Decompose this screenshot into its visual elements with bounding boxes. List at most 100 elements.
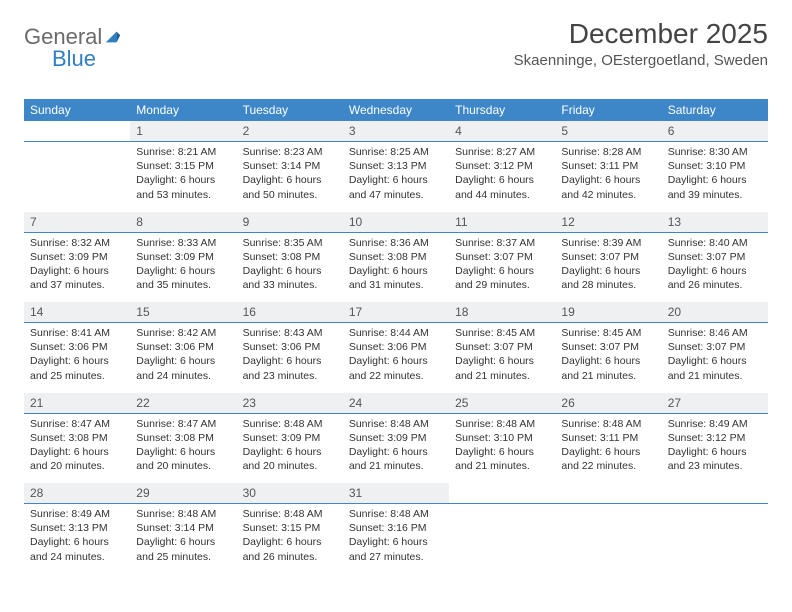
- day-number-cell: 11: [449, 212, 555, 233]
- day-content-cell: [662, 504, 768, 574]
- day-number-cell: 21: [24, 393, 130, 414]
- day-content-row: Sunrise: 8:49 AMSunset: 3:13 PMDaylight:…: [24, 504, 768, 574]
- sunrise-text: Sunrise: 8:36 AM: [349, 236, 443, 250]
- day-number-cell: 17: [343, 302, 449, 323]
- daylight-text: Daylight: 6 hours and 23 minutes.: [243, 354, 337, 382]
- sunset-text: Sunset: 3:12 PM: [455, 159, 549, 173]
- logo-line2: Blue: [24, 46, 96, 72]
- daylight-text: Daylight: 6 hours and 26 minutes.: [668, 264, 762, 292]
- daylight-text: Daylight: 6 hours and 25 minutes.: [136, 535, 230, 563]
- day-number-row: 28293031: [24, 483, 768, 504]
- sunset-text: Sunset: 3:08 PM: [30, 431, 124, 445]
- sunset-text: Sunset: 3:09 PM: [30, 250, 124, 264]
- daylight-text: Daylight: 6 hours and 39 minutes.: [668, 173, 762, 201]
- day-number-row: 21222324252627: [24, 393, 768, 414]
- day-number-row: 123456: [24, 121, 768, 142]
- daylight-text: Daylight: 6 hours and 22 minutes.: [349, 354, 443, 382]
- day-number-cell: 3: [343, 121, 449, 142]
- sunset-text: Sunset: 3:07 PM: [668, 250, 762, 264]
- sunrise-text: Sunrise: 8:46 AM: [668, 326, 762, 340]
- sunrise-text: Sunrise: 8:45 AM: [455, 326, 549, 340]
- day-number-cell: [555, 483, 661, 504]
- sunset-text: Sunset: 3:15 PM: [136, 159, 230, 173]
- day-content-cell: Sunrise: 8:42 AMSunset: 3:06 PMDaylight:…: [130, 323, 236, 393]
- day-content-row: Sunrise: 8:21 AMSunset: 3:15 PMDaylight:…: [24, 142, 768, 212]
- day-content-cell: Sunrise: 8:48 AMSunset: 3:14 PMDaylight:…: [130, 504, 236, 574]
- daylight-text: Daylight: 6 hours and 20 minutes.: [243, 445, 337, 473]
- sunset-text: Sunset: 3:06 PM: [243, 340, 337, 354]
- day-number-cell: 31: [343, 483, 449, 504]
- day-content-cell: Sunrise: 8:33 AMSunset: 3:09 PMDaylight:…: [130, 232, 236, 302]
- day-content-row: Sunrise: 8:47 AMSunset: 3:08 PMDaylight:…: [24, 413, 768, 483]
- day-number-cell: 7: [24, 212, 130, 233]
- day-content-cell: Sunrise: 8:45 AMSunset: 3:07 PMDaylight:…: [555, 323, 661, 393]
- day-content-cell: Sunrise: 8:28 AMSunset: 3:11 PMDaylight:…: [555, 142, 661, 212]
- day-content-cell: [24, 142, 130, 212]
- day-number-cell: [24, 121, 130, 142]
- day-content-cell: Sunrise: 8:45 AMSunset: 3:07 PMDaylight:…: [449, 323, 555, 393]
- day-content-cell: Sunrise: 8:30 AMSunset: 3:10 PMDaylight:…: [662, 142, 768, 212]
- weekday-header: Thursday: [449, 99, 555, 121]
- day-number-cell: 24: [343, 393, 449, 414]
- sunset-text: Sunset: 3:09 PM: [136, 250, 230, 264]
- daylight-text: Daylight: 6 hours and 25 minutes.: [30, 354, 124, 382]
- day-content-cell: Sunrise: 8:49 AMSunset: 3:12 PMDaylight:…: [662, 413, 768, 483]
- day-number-row: 14151617181920: [24, 302, 768, 323]
- day-content-cell: Sunrise: 8:49 AMSunset: 3:13 PMDaylight:…: [24, 504, 130, 574]
- sunrise-text: Sunrise: 8:48 AM: [243, 417, 337, 431]
- day-content-cell: Sunrise: 8:48 AMSunset: 3:16 PMDaylight:…: [343, 504, 449, 574]
- day-number-cell: 20: [662, 302, 768, 323]
- location: Skaenninge, OEstergoetland, Sweden: [514, 52, 768, 69]
- sunset-text: Sunset: 3:07 PM: [455, 340, 549, 354]
- sunset-text: Sunset: 3:14 PM: [136, 521, 230, 535]
- sunset-text: Sunset: 3:14 PM: [243, 159, 337, 173]
- sunrise-text: Sunrise: 8:37 AM: [455, 236, 549, 250]
- header: General December 2025 Skaenninge, OEster…: [24, 18, 768, 69]
- day-content-cell: Sunrise: 8:47 AMSunset: 3:08 PMDaylight:…: [24, 413, 130, 483]
- day-number-cell: 30: [237, 483, 343, 504]
- day-number-cell: 10: [343, 212, 449, 233]
- day-content-cell: Sunrise: 8:41 AMSunset: 3:06 PMDaylight:…: [24, 323, 130, 393]
- day-content-cell: Sunrise: 8:39 AMSunset: 3:07 PMDaylight:…: [555, 232, 661, 302]
- sunset-text: Sunset: 3:10 PM: [455, 431, 549, 445]
- sunrise-text: Sunrise: 8:33 AM: [136, 236, 230, 250]
- daylight-text: Daylight: 6 hours and 22 minutes.: [561, 445, 655, 473]
- day-number-cell: 15: [130, 302, 236, 323]
- daylight-text: Daylight: 6 hours and 33 minutes.: [243, 264, 337, 292]
- sunrise-text: Sunrise: 8:21 AM: [136, 145, 230, 159]
- sunrise-text: Sunrise: 8:30 AM: [668, 145, 762, 159]
- daylight-text: Daylight: 6 hours and 24 minutes.: [136, 354, 230, 382]
- daylight-text: Daylight: 6 hours and 44 minutes.: [455, 173, 549, 201]
- day-content-cell: Sunrise: 8:44 AMSunset: 3:06 PMDaylight:…: [343, 323, 449, 393]
- daylight-text: Daylight: 6 hours and 53 minutes.: [136, 173, 230, 201]
- sunset-text: Sunset: 3:11 PM: [561, 159, 655, 173]
- day-number-cell: 2: [237, 121, 343, 142]
- sunrise-text: Sunrise: 8:35 AM: [243, 236, 337, 250]
- daylight-text: Daylight: 6 hours and 20 minutes.: [30, 445, 124, 473]
- sunset-text: Sunset: 3:08 PM: [349, 250, 443, 264]
- sunset-text: Sunset: 3:10 PM: [668, 159, 762, 173]
- sunrise-text: Sunrise: 8:47 AM: [30, 417, 124, 431]
- sunrise-text: Sunrise: 8:48 AM: [136, 507, 230, 521]
- daylight-text: Daylight: 6 hours and 23 minutes.: [668, 445, 762, 473]
- sunset-text: Sunset: 3:07 PM: [561, 340, 655, 354]
- day-number-cell: 1: [130, 121, 236, 142]
- day-number-cell: 23: [237, 393, 343, 414]
- sunrise-text: Sunrise: 8:48 AM: [349, 417, 443, 431]
- daylight-text: Daylight: 6 hours and 21 minutes.: [561, 354, 655, 382]
- day-content-cell: Sunrise: 8:47 AMSunset: 3:08 PMDaylight:…: [130, 413, 236, 483]
- day-content-cell: Sunrise: 8:48 AMSunset: 3:10 PMDaylight:…: [449, 413, 555, 483]
- day-number-cell: 16: [237, 302, 343, 323]
- daylight-text: Daylight: 6 hours and 26 minutes.: [243, 535, 337, 563]
- day-number-cell: [662, 483, 768, 504]
- day-number-cell: 8: [130, 212, 236, 233]
- month-title: December 2025: [514, 18, 768, 50]
- day-number-cell: [449, 483, 555, 504]
- day-content-cell: Sunrise: 8:36 AMSunset: 3:08 PMDaylight:…: [343, 232, 449, 302]
- logo-text-blue: Blue: [52, 46, 96, 71]
- daylight-text: Daylight: 6 hours and 21 minutes.: [349, 445, 443, 473]
- sunset-text: Sunset: 3:07 PM: [561, 250, 655, 264]
- sunset-text: Sunset: 3:13 PM: [30, 521, 124, 535]
- sunset-text: Sunset: 3:09 PM: [243, 431, 337, 445]
- day-content-cell: Sunrise: 8:32 AMSunset: 3:09 PMDaylight:…: [24, 232, 130, 302]
